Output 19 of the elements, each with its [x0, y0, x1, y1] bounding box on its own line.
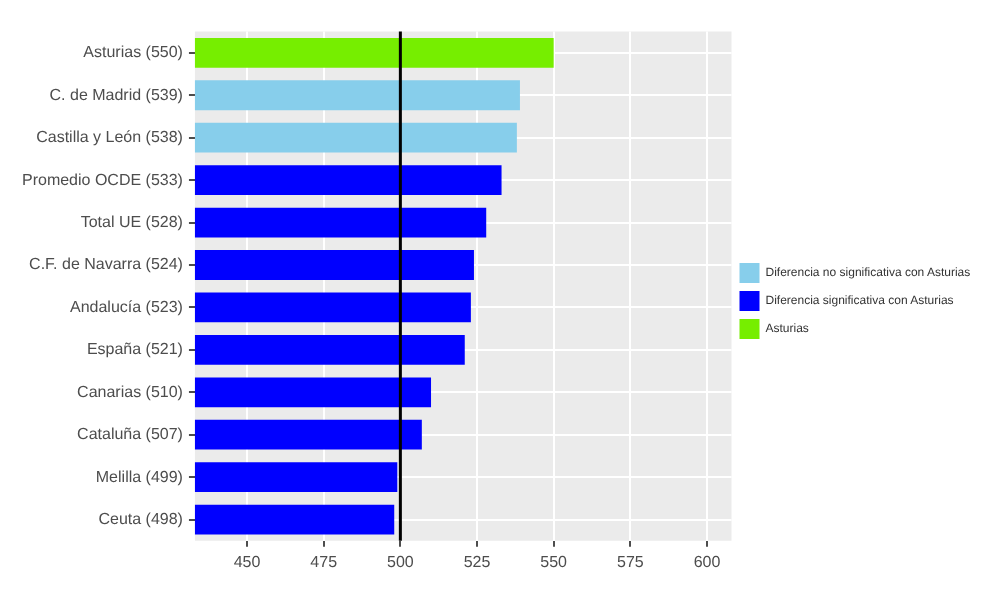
y-tick-label: Ceuta (498) — [98, 509, 184, 528]
x-tick-label: 450 — [233, 552, 262, 571]
x-tick-label: 575 — [616, 552, 645, 571]
x-tick-label: 525 — [463, 552, 492, 571]
y-tick-label: Castilla y León (538) — [36, 128, 184, 147]
y-tick-label: Promedio OCDE (533) — [21, 170, 184, 189]
x-tick-label: 500 — [387, 552, 415, 571]
y-tick-label: Cataluña (507) — [77, 425, 184, 444]
x-tick-label: 550 — [540, 552, 569, 571]
y-tick-label: C. de Madrid (539) — [49, 85, 184, 104]
y-tick-label: Andalucía (523) — [69, 297, 184, 316]
x-tick-label: 600 — [693, 552, 722, 571]
y-tick-label: Melilla (499) — [95, 467, 184, 486]
x-tick-label: 475 — [310, 552, 339, 571]
y-tick-label: Asturias (550) — [83, 43, 184, 62]
y-tick-label: España (521) — [86, 340, 184, 359]
y-tick-label: Canarias (510) — [77, 382, 184, 401]
y-tick-label: C.F. de Navarra (524) — [29, 255, 184, 274]
y-tick-label: Total UE (528) — [80, 212, 184, 231]
